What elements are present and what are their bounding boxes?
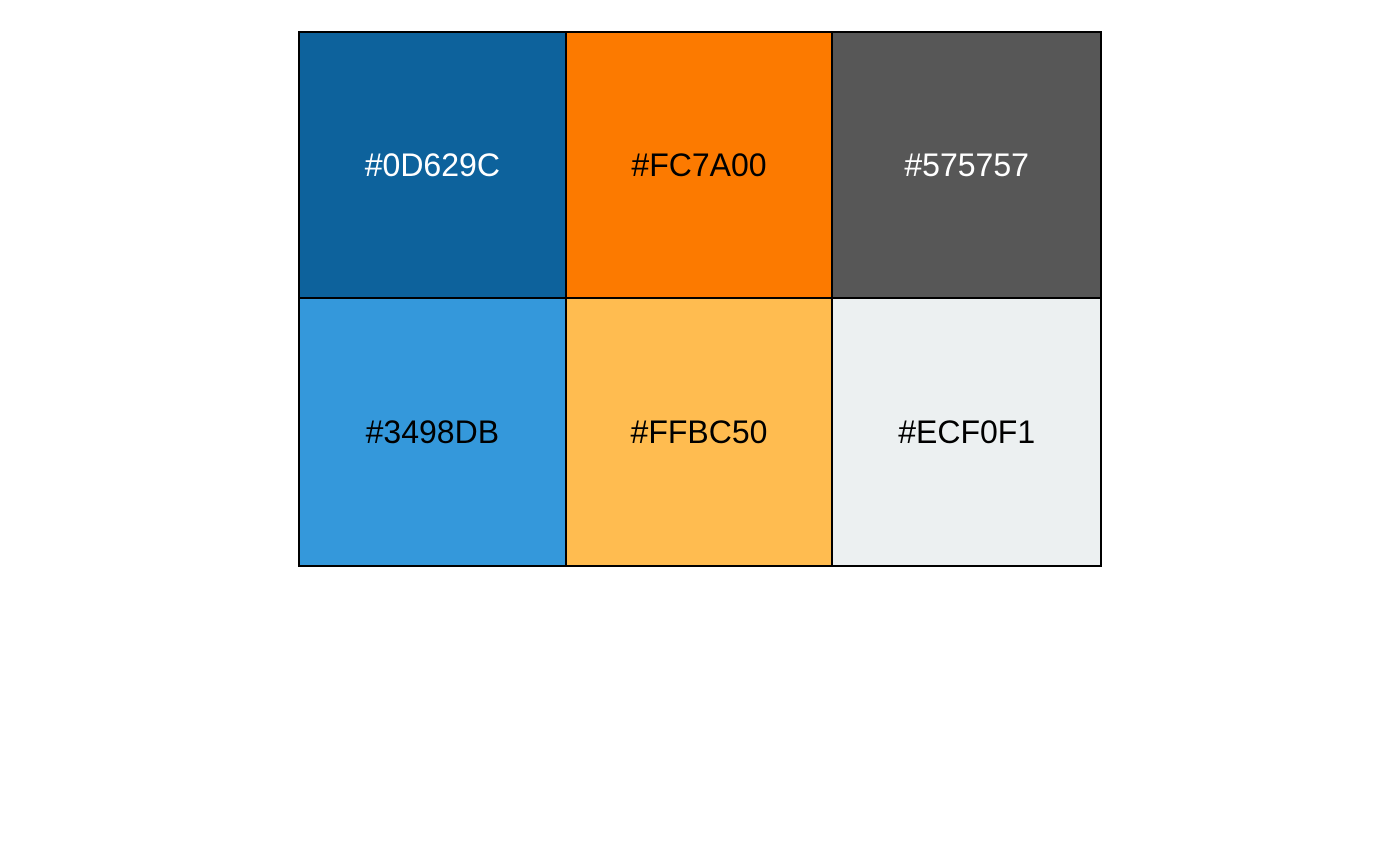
color-swatch: #0D629C bbox=[300, 33, 567, 299]
swatch-hex-label: #FC7A00 bbox=[631, 147, 767, 183]
swatch-hex-label: #FFBC50 bbox=[630, 414, 768, 450]
swatch-hex-label: #ECF0F1 bbox=[898, 414, 1036, 450]
color-swatch: #3498DB bbox=[300, 299, 567, 565]
swatch-hex-label: #3498DB bbox=[365, 414, 500, 450]
color-swatch: #FC7A00 bbox=[566, 33, 834, 299]
color-swatch: #575757 bbox=[833, 33, 1100, 299]
swatch-hex-label: #0D629C bbox=[364, 147, 500, 183]
swatch-hex-label: #575757 bbox=[904, 147, 1029, 183]
color-palette-grid: #0D629C #FC7A00 #575757 #3498DB #FFBC50 … bbox=[298, 31, 1102, 567]
color-swatch: #FFBC50 bbox=[566, 299, 834, 565]
color-swatch: #ECF0F1 bbox=[833, 299, 1100, 565]
